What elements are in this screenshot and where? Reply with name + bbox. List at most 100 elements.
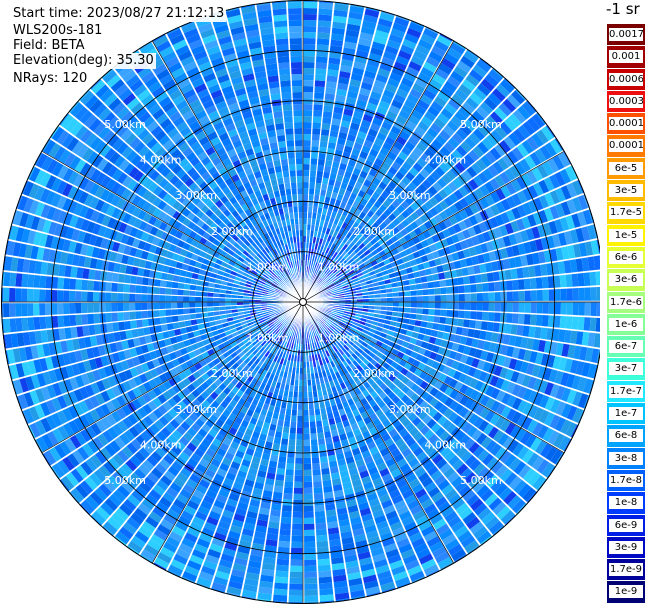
- range-gate-cell: [486, 474, 500, 488]
- range-gate-cell: [321, 208, 328, 215]
- range-gate-cell: [230, 226, 239, 235]
- range-gate-cell: [352, 167, 361, 176]
- range-gate-cell: [250, 285, 258, 290]
- range-gate-cell: [144, 335, 153, 344]
- range-gate-cell: [223, 340, 231, 347]
- range-gate-cell: [344, 450, 354, 459]
- range-gate-cell: [459, 395, 470, 406]
- range-gate-cell: [171, 309, 178, 316]
- range-gate-cell: [42, 219, 52, 234]
- range-gate-cell: [439, 528, 454, 541]
- range-gate-cell: [213, 297, 220, 302]
- range-gate-cell: [275, 288, 282, 293]
- range-gate-cell: [227, 249, 235, 257]
- range-gate-cell: [281, 164, 289, 172]
- range-gate-cell: [441, 483, 454, 496]
- range-gate-cell: [268, 136, 277, 144]
- range-gate-cell: [261, 106, 273, 115]
- range-gate-cell: [392, 306, 399, 312]
- range-gate-cell: [352, 343, 359, 350]
- range-gate-cell: [276, 468, 286, 475]
- range-gate-cell: [307, 218, 312, 225]
- range-gate-cell: [500, 509, 516, 524]
- range-gate-cell: [177, 194, 187, 204]
- range-gate-cell: [343, 344, 350, 351]
- range-gate-cell: [75, 465, 89, 480]
- range-gate-cell: [192, 104, 205, 115]
- range-gate-cell: [324, 330, 330, 336]
- range-gate-cell: [325, 81, 337, 89]
- range-gate-cell: [297, 415, 303, 422]
- range-gate-cell: [119, 503, 134, 517]
- range-gate-cell: [276, 268, 282, 274]
- range-gate-cell: [578, 302, 585, 316]
- range-gate-cell: [45, 356, 54, 371]
- range-gate-cell: [297, 421, 303, 428]
- range-gate-cell: [288, 164, 296, 171]
- range-gate-cell: [533, 378, 543, 392]
- range-gate-cell: [222, 509, 235, 519]
- range-gate-cell: [455, 502, 470, 515]
- range-gate-cell: [195, 418, 205, 428]
- range-gate-cell: [225, 355, 234, 363]
- range-gate-cell: [152, 185, 163, 197]
- range-gate-cell: [427, 465, 439, 477]
- range-gate-cell: [167, 159, 178, 171]
- range-gate-cell: [254, 120, 265, 129]
- range-gate-cell: [187, 560, 202, 571]
- range-gate-cell: [74, 125, 88, 140]
- range-gate-cell: [87, 302, 94, 314]
- range-gate-cell: [262, 289, 269, 293]
- range-gate-cell: [303, 32, 316, 39]
- range-gate-cell: [86, 347, 95, 360]
- range-gate-cell: [112, 489, 127, 503]
- range-gate-cell: [448, 493, 462, 506]
- range-gate-cell: [202, 72, 216, 83]
- range-gate-cell: [312, 330, 316, 337]
- range-gate-cell: [87, 440, 100, 454]
- range-gate-cell: [422, 308, 429, 315]
- range-gate-cell: [310, 336, 314, 343]
- range-gate-cell: [250, 548, 264, 557]
- range-gate-cell: [432, 411, 443, 422]
- range-gate-cell: [353, 453, 364, 462]
- range-gate-cell: [262, 219, 269, 228]
- range-gate-cell: [155, 501, 169, 514]
- range-gate-cell: [359, 320, 366, 326]
- range-gate-cell: [346, 184, 354, 193]
- range-gate-cell: [69, 303, 76, 315]
- range-gate-cell: [326, 442, 335, 450]
- range-gate-cell: [326, 184, 334, 192]
- range-gate-cell: [214, 226, 223, 234]
- range-gate-cell: [430, 422, 442, 433]
- range-gate-cell: [125, 150, 138, 163]
- range-gate-cell: [174, 72, 188, 84]
- range-gate-cell: [541, 462, 555, 478]
- range-gate-cell: [123, 349, 132, 360]
- range-gate-cell: [356, 130, 367, 140]
- range-gate-cell: [303, 361, 307, 368]
- range-gate-cell: [79, 162, 91, 176]
- range-gate-cell: [391, 494, 404, 505]
- range-gate-cell: [428, 433, 439, 445]
- range-gate-cell: [178, 105, 192, 116]
- range-gate-cell: [303, 373, 308, 380]
- range-gate-cell: [214, 246, 223, 254]
- range-gate-cell: [303, 367, 307, 374]
- range-gate-cell: [333, 574, 348, 583]
- range-gate-cell: [124, 429, 136, 442]
- range-gate-cell: [163, 123, 176, 135]
- range-gate-cell: [213, 473, 225, 483]
- range-gate-cell: [264, 225, 271, 233]
- range-gate-cell: [248, 467, 258, 476]
- range-gate-cell: [234, 44, 249, 53]
- range-gate-cell: [363, 481, 374, 490]
- range-gate-cell: [276, 356, 282, 364]
- range-gate-cell: [267, 330, 274, 336]
- range-gate-cell: [434, 353, 443, 363]
- range-gate-cell: [288, 26, 302, 33]
- range-gate-cell: [111, 385, 122, 398]
- range-gate-cell: [260, 458, 270, 467]
- range-gate-cell: [374, 437, 384, 446]
- range-gate-cell: [146, 234, 155, 244]
